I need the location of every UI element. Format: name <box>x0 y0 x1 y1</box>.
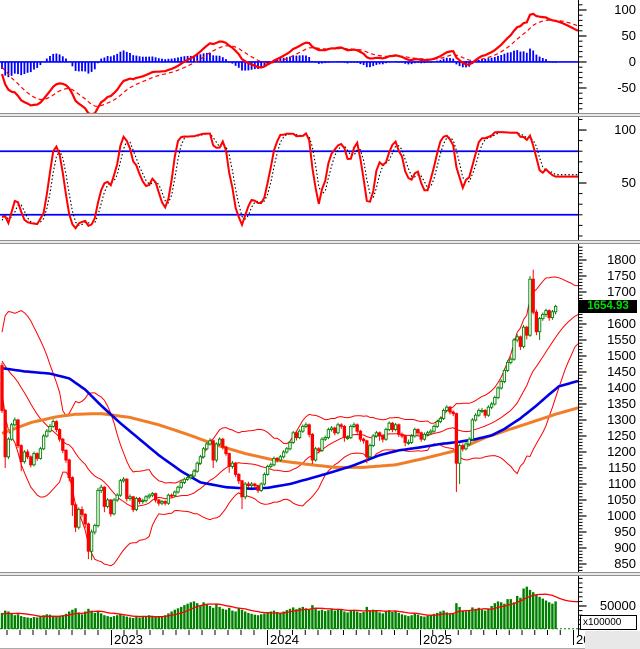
stochastic-y-axis-ticks <box>578 117 587 240</box>
y-axis-label: 1250 <box>607 428 636 443</box>
y-axis-label: 0 <box>628 53 636 69</box>
macd-y-axis-ticks <box>578 0 587 113</box>
y-axis-label: 1200 <box>607 444 636 459</box>
macd-panel: 100 50 0 -50 <box>0 0 640 113</box>
axis-corner <box>585 631 640 649</box>
price-y-axis-ticks <box>578 244 587 572</box>
y-axis-label: 1750 <box>607 268 636 283</box>
y-axis-label: 50 <box>621 27 636 43</box>
y-axis-label: 1700 <box>607 284 636 299</box>
y-axis-label: 50 <box>621 175 636 190</box>
y-axis-label: 950 <box>614 524 636 539</box>
volume-panel: 50000 <box>0 576 640 630</box>
macd-plot[interactable] <box>0 0 578 113</box>
stochastic-panel: 100 50 <box>0 117 640 240</box>
y-axis-label: 900 <box>614 540 636 555</box>
y-axis-label: -50 <box>617 79 636 95</box>
year-label: 2024 <box>270 632 299 647</box>
x-axis-strip: 2023 2024 2025 20 <box>0 630 640 649</box>
y-axis-label: 1600 <box>607 316 636 331</box>
last-price-badge: 1654.93 <box>579 299 637 313</box>
panel-splitter[interactable] <box>0 240 640 244</box>
y-axis-label: 100 <box>614 122 636 138</box>
y-axis-label: 1050 <box>607 492 636 507</box>
y-axis-label: 100 <box>614 1 636 17</box>
y-axis-label: 1150 <box>608 460 636 475</box>
y-axis-label: 1100 <box>608 476 636 491</box>
volume-plot[interactable] <box>0 576 578 630</box>
y-axis-label: 1300 <box>607 412 636 427</box>
y-axis-label: 1000 <box>607 508 636 523</box>
x-axis-ticks <box>0 630 640 649</box>
year-label: 2025 <box>423 632 452 647</box>
panel-splitter[interactable] <box>0 113 640 117</box>
stochastic-plot[interactable] <box>0 117 578 240</box>
y-axis-label: 1800 <box>607 252 636 267</box>
y-axis-label: 850 <box>614 556 636 571</box>
year-label: 2023 <box>114 632 143 647</box>
y-axis-label: 1350 <box>607 396 636 411</box>
y-axis-label: 1450 <box>607 364 636 379</box>
price-panel: 1800175017001650160015501500145014001350… <box>0 244 640 572</box>
macd-y-axis: 100 50 0 -50 <box>578 0 640 113</box>
y-axis-label: 1400 <box>607 380 636 395</box>
price-plot[interactable] <box>0 244 578 572</box>
volume-scale-box: x100000 <box>580 615 637 630</box>
y-axis-label: 50000 <box>599 597 636 613</box>
y-axis-label: 1500 <box>607 348 636 363</box>
y-axis-label: 1550 <box>607 332 636 347</box>
stochastic-y-axis: 100 50 <box>578 117 640 240</box>
price-y-axis: 1800175017001650160015501500145014001350… <box>578 244 640 572</box>
panel-splitter[interactable] <box>0 572 640 576</box>
